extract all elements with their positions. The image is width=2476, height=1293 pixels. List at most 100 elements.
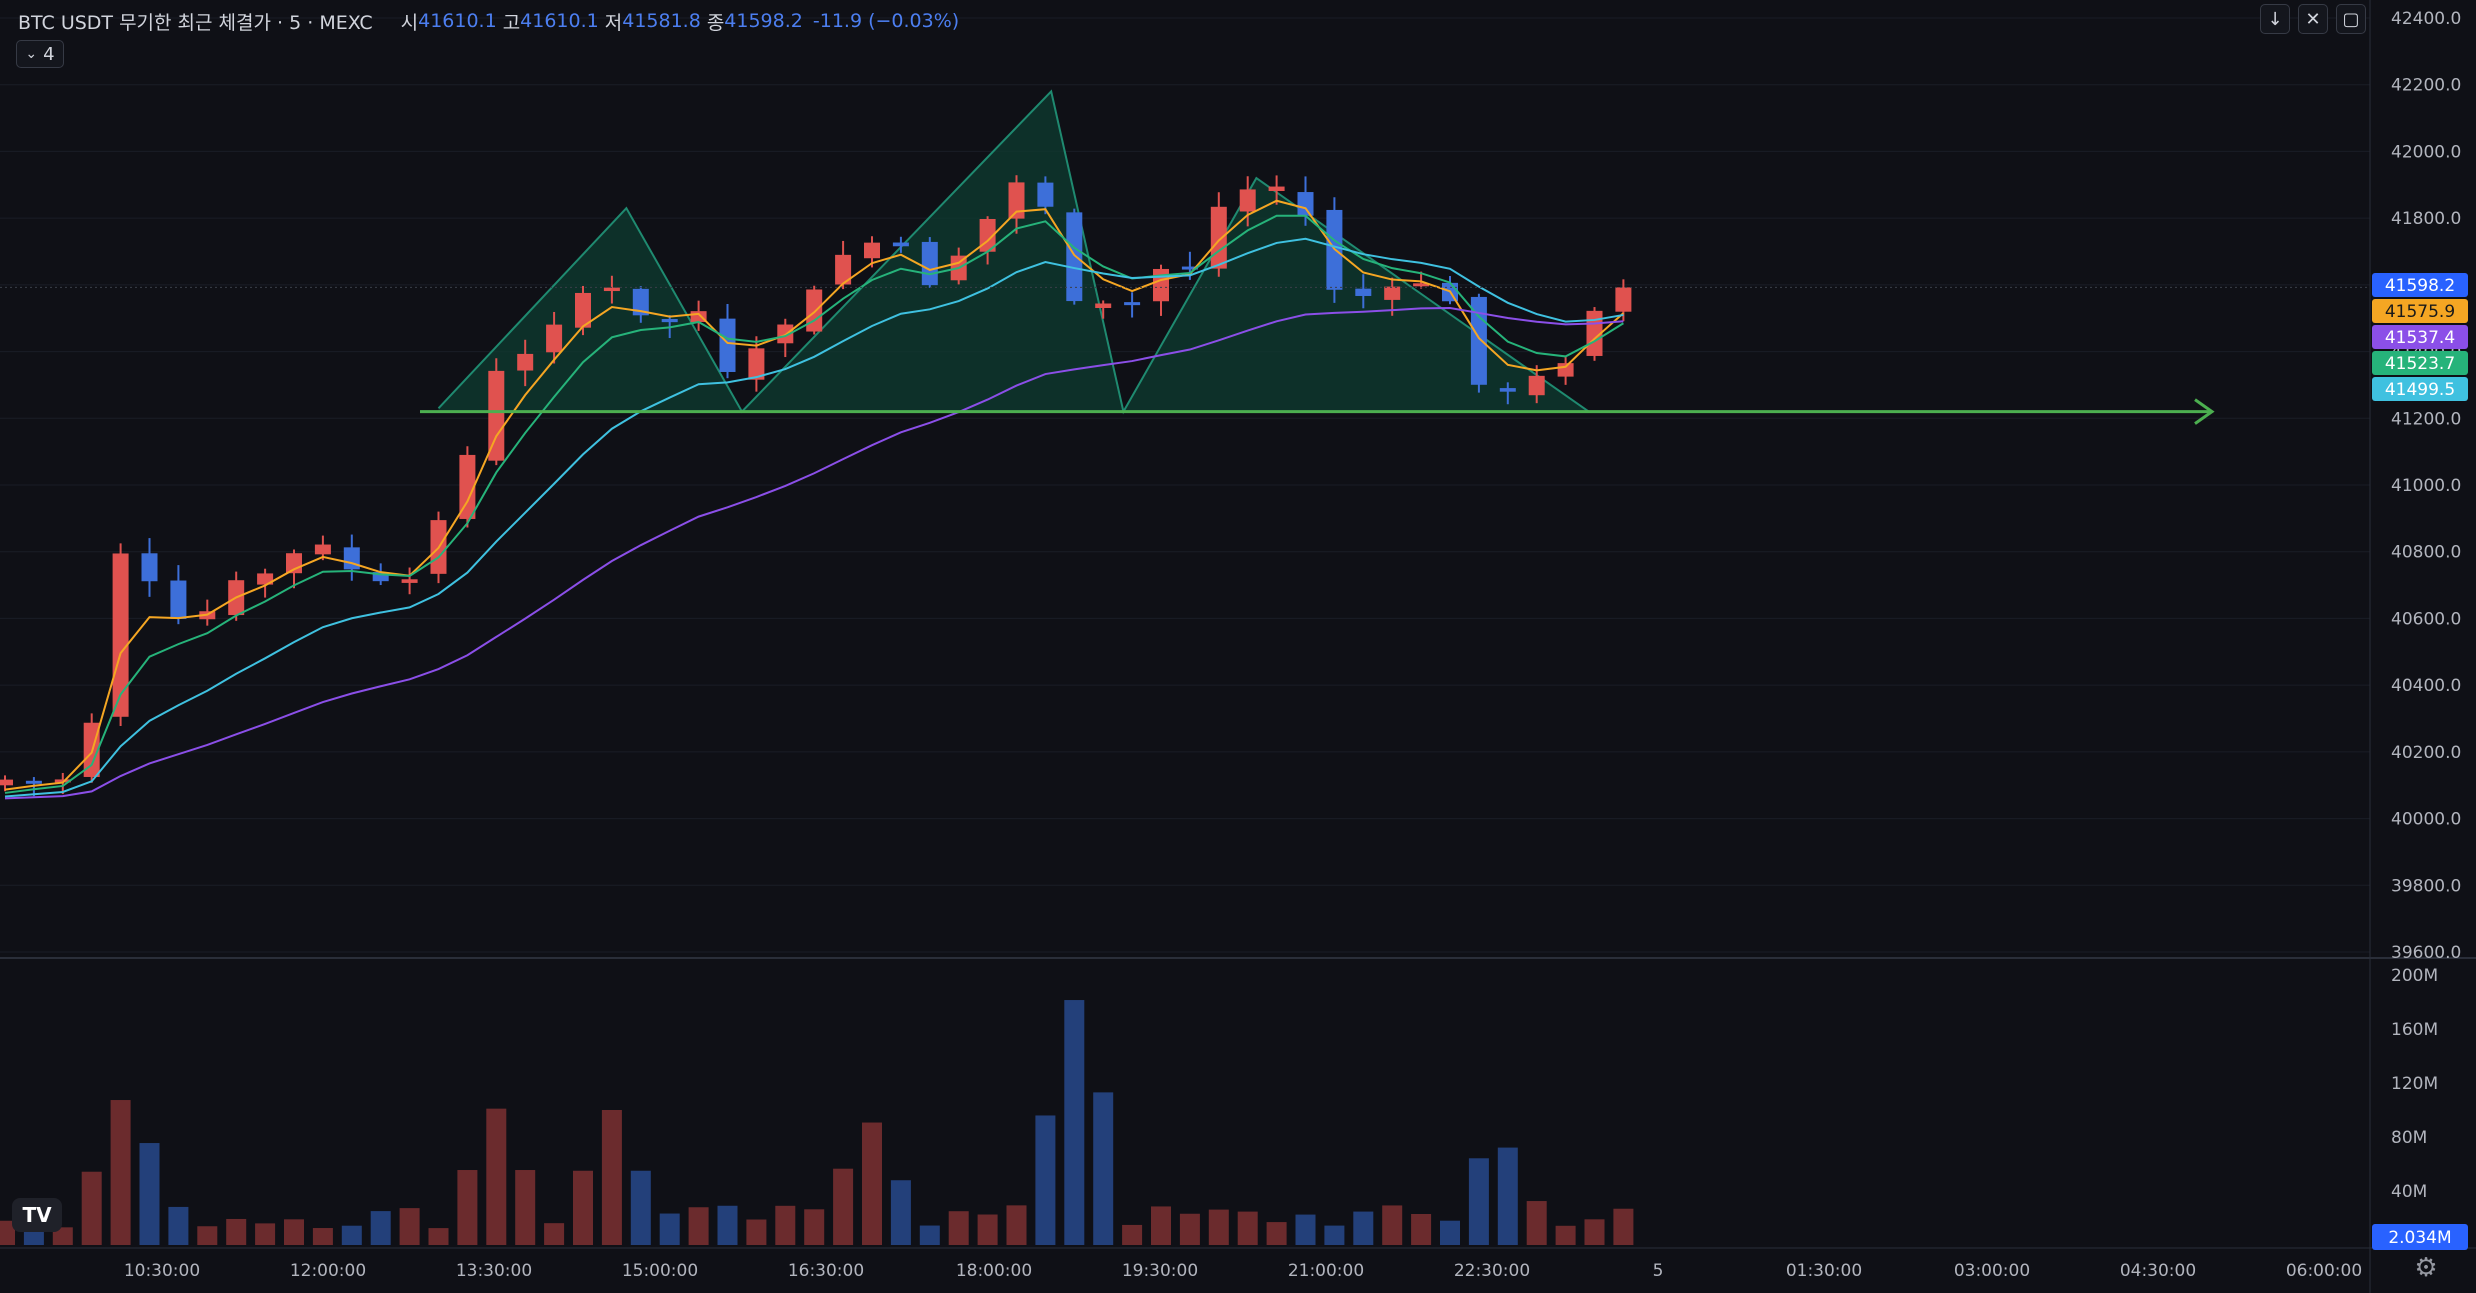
candle-body [1008,182,1025,219]
volume-bar [688,1207,709,1245]
volume-bar [746,1219,767,1245]
volume-bar [1151,1206,1171,1245]
candle-body [314,544,331,555]
volume-bar [284,1219,304,1245]
moving-average-line [4,237,1624,798]
volume-bar [601,1110,622,1245]
candle-body [1210,206,1227,269]
candle-body [401,579,418,583]
volume-bar [630,1170,651,1245]
candle-body [1239,189,1256,212]
indicators-count: 4 [43,43,55,65]
candle-body [0,779,13,786]
volume-bar [197,1226,218,1245]
tradingview-logo-icon[interactable]: TV [12,1198,62,1232]
symbol-title[interactable]: BTC USDT 무기한 최근 체결가 · 5 · MEXC [18,11,373,34]
candle-body [1268,186,1285,192]
collapse-icon[interactable]: ✕ [2298,4,2328,34]
neckline[interactable] [0,286,2370,425]
volume-bar [399,1208,420,1245]
price-label-text: 41523.7 [2385,354,2455,374]
volume-bar [1584,1219,1605,1245]
volume-bar [1006,1205,1027,1245]
axes: 42400.042200.042000.041800.041600.041400… [0,9,2476,1281]
volume-bar [81,1171,102,1245]
candle-body [1066,212,1083,302]
volume-bar [890,1180,911,1245]
candle-body [1499,388,1516,392]
close-label: 종 [706,11,725,34]
price-tick-label: 41800.0 [2391,209,2461,229]
candle-body [575,292,591,328]
candle-body [835,254,852,285]
volume-label-badge [2372,1224,2468,1250]
price-label-text: 41598.2 [2385,276,2455,296]
volume-bar [457,1170,478,1245]
volume-bar [573,1170,593,1245]
volume-bar [659,1213,680,1245]
candle-body [112,553,129,717]
candle-body [488,370,505,461]
indicators-toggle-button[interactable]: ⌄ 4 [16,40,64,68]
gear-icon[interactable]: ⚙ [2414,1253,2438,1283]
volume-bar [23,1228,44,1245]
volume-bar [428,1228,449,1245]
price-label-badge [2372,377,2468,401]
volume-bar [804,1209,825,1245]
volume-bar [1035,1115,1056,1245]
candle-body [343,547,360,570]
high-label: 고 [502,11,521,34]
candle-body [719,318,736,372]
candle-body [921,241,938,286]
volume-bar [255,1223,276,1245]
time-tick-label: 10:30:00 [124,1261,200,1281]
candle-body [517,353,534,371]
volume-bar [1237,1211,1258,1245]
time-tick-label: 22:30:00 [1454,1261,1530,1281]
arrow-down-icon[interactable]: ↓ [2260,4,2290,34]
candle-body [170,580,187,619]
volume-bar [833,1168,854,1245]
time-tick-label: 06:00:00 [2286,1261,2362,1281]
time-tick-label: 21:00:00 [1288,1261,1364,1281]
volume-bar [139,1143,160,1245]
volume-bar [1122,1224,1143,1245]
symbol-legend: BTC USDT 무기한 최근 체결가 · 5 · MEXC 시 41610.1 … [18,6,959,36]
candle-body [690,311,707,322]
price-tick-label: 41200.0 [2391,409,2461,429]
pattern-outline [437,89,1590,415]
volume-bar [1353,1211,1374,1245]
volume-bar [1555,1225,1576,1245]
price-label-badge [2372,273,2468,297]
candle-body [546,324,563,353]
price-label-text: 41575.9 [2385,302,2455,322]
candle-body [603,287,620,292]
candle-body [1615,287,1632,312]
candle-body [1124,302,1141,306]
moving-averages [4,199,1625,800]
price-label-badge [2372,325,2468,349]
volume-tick-label: 160M [2391,1020,2438,1040]
price-tick-label: 42000.0 [2391,142,2461,162]
candle-body [892,242,909,247]
candle-body [1297,192,1314,216]
chevron-down-icon: ⌄ [25,46,38,62]
volume-bar [1468,1158,1489,1245]
volume-bar [110,1100,131,1245]
candle-body [864,242,880,259]
price-tick-label: 40000.0 [2391,810,2461,830]
time-tick-label: 5 [1653,1261,1664,1281]
price-tick-label: 40200.0 [2391,743,2461,763]
volume-bar [1093,1092,1114,1245]
volume-bar [1179,1213,1200,1245]
head-shoulders-pattern [437,89,1590,415]
volume-bar [1440,1220,1460,1245]
candle-body [1413,283,1430,287]
price-tick-label: 42200.0 [2391,76,2461,96]
volume-bar [486,1108,507,1245]
pane-buttons: ↓ ✕ ▢ [2260,4,2366,34]
maximize-icon[interactable]: ▢ [2336,4,2366,34]
pattern-fill [438,91,1589,412]
